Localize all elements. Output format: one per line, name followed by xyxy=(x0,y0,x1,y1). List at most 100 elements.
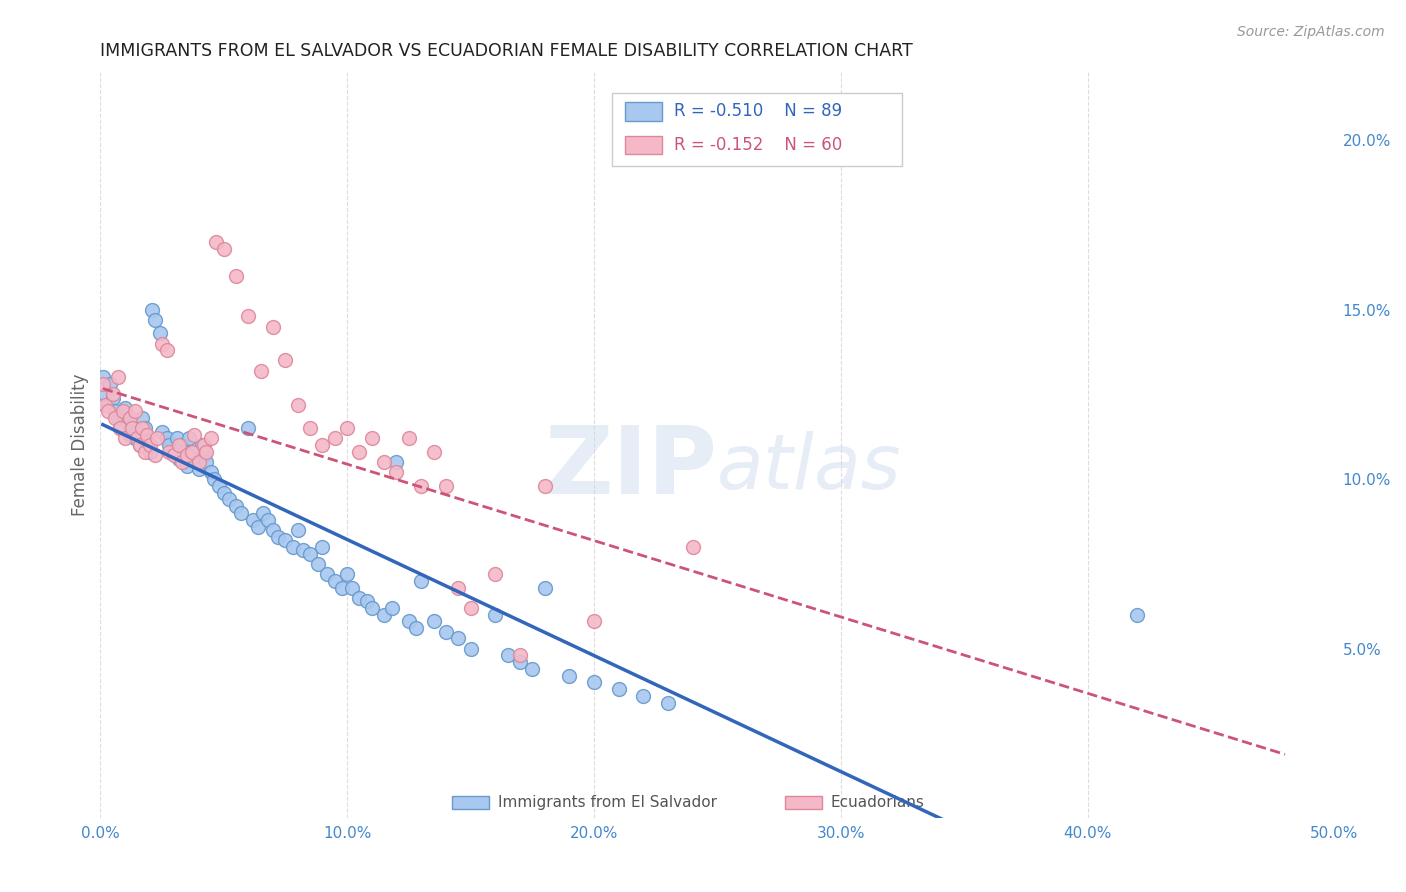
Point xyxy=(193,438,215,452)
Point xyxy=(447,581,470,595)
Point xyxy=(287,398,309,412)
Point xyxy=(398,432,420,446)
Point xyxy=(91,370,114,384)
Point xyxy=(311,438,333,452)
Text: Ecuadorians: Ecuadorians xyxy=(831,795,925,810)
Point xyxy=(411,479,433,493)
Point xyxy=(94,387,117,401)
Point xyxy=(238,310,260,324)
Point xyxy=(143,313,166,327)
Bar xyxy=(624,103,662,121)
Point xyxy=(190,438,212,452)
Point xyxy=(118,428,141,442)
Point xyxy=(104,411,127,425)
Point xyxy=(111,404,134,418)
Text: Immigrants from El Salvador: Immigrants from El Salvador xyxy=(498,795,717,810)
Text: atlas: atlas xyxy=(717,431,901,505)
Point xyxy=(422,445,444,459)
Text: Source: ZipAtlas.com: Source: ZipAtlas.com xyxy=(1237,25,1385,39)
Point xyxy=(434,624,457,639)
Point xyxy=(193,449,215,463)
Point xyxy=(138,445,160,459)
Bar xyxy=(624,136,662,154)
Point xyxy=(114,401,136,415)
Point xyxy=(128,438,150,452)
Point xyxy=(134,421,156,435)
Point xyxy=(225,268,247,283)
Point xyxy=(1126,607,1149,622)
Point xyxy=(114,432,136,446)
Point xyxy=(108,421,131,435)
Point xyxy=(582,615,605,629)
Point xyxy=(238,421,260,435)
Point xyxy=(159,445,181,459)
Point xyxy=(98,377,121,392)
Point xyxy=(148,326,170,341)
Point xyxy=(121,421,143,435)
Point xyxy=(682,540,704,554)
Point xyxy=(170,438,193,452)
Point xyxy=(411,574,433,588)
Point xyxy=(558,668,581,682)
Point xyxy=(281,540,304,554)
Point xyxy=(496,648,519,663)
Point xyxy=(373,455,395,469)
Point xyxy=(159,438,181,452)
Point xyxy=(633,689,655,703)
Point xyxy=(136,434,159,449)
Point xyxy=(94,398,117,412)
Point xyxy=(460,600,482,615)
Point xyxy=(340,581,363,595)
Point xyxy=(249,364,271,378)
Point xyxy=(509,648,531,663)
Point xyxy=(229,506,252,520)
Point xyxy=(533,581,555,595)
Point xyxy=(195,455,218,469)
Point xyxy=(146,432,169,446)
Point xyxy=(141,302,163,317)
Point xyxy=(170,455,193,469)
Point xyxy=(111,408,134,422)
Point xyxy=(101,391,124,405)
Point xyxy=(127,425,149,439)
Point xyxy=(163,445,186,459)
Point xyxy=(257,513,280,527)
Point xyxy=(183,428,205,442)
Point xyxy=(208,479,231,493)
Point xyxy=(533,479,555,493)
Point xyxy=(360,432,382,446)
Point xyxy=(323,432,346,446)
Point xyxy=(131,421,153,435)
Point xyxy=(150,336,173,351)
Point xyxy=(156,343,179,358)
Point xyxy=(176,458,198,473)
Point xyxy=(180,451,202,466)
Point xyxy=(169,451,191,466)
Point xyxy=(131,411,153,425)
Point xyxy=(385,455,408,469)
Point xyxy=(143,449,166,463)
Point xyxy=(274,533,297,547)
Point xyxy=(173,445,195,459)
Point xyxy=(212,485,235,500)
Point xyxy=(398,615,420,629)
Bar xyxy=(613,93,903,166)
Point xyxy=(582,675,605,690)
Point xyxy=(484,566,506,581)
Point xyxy=(212,242,235,256)
Y-axis label: Female Disability: Female Disability xyxy=(72,374,89,516)
Point xyxy=(107,411,129,425)
Point xyxy=(252,506,274,520)
Point xyxy=(180,445,202,459)
Point xyxy=(311,540,333,554)
Point xyxy=(336,566,359,581)
Point xyxy=(124,404,146,418)
Point xyxy=(202,472,225,486)
Point xyxy=(176,449,198,463)
Bar xyxy=(785,796,823,809)
Point xyxy=(183,445,205,459)
Point xyxy=(156,432,179,446)
Point xyxy=(330,581,353,595)
Point xyxy=(349,591,371,605)
Point xyxy=(274,353,297,368)
